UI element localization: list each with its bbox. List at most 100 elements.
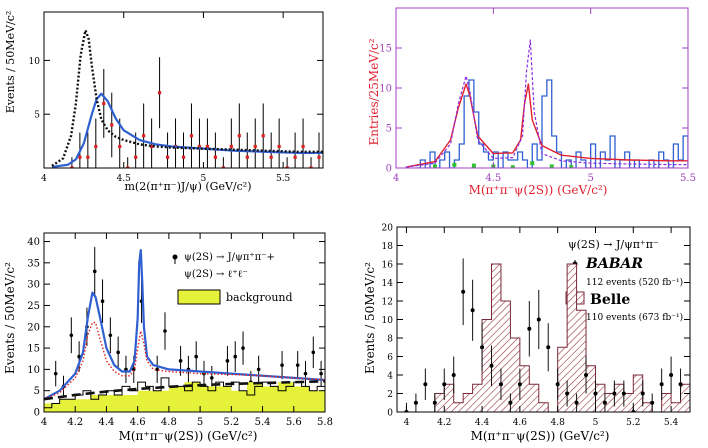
p3-data-point [241,346,245,350]
p2-fit-dashed-line [405,39,688,168]
p4-BaBar-point [555,382,560,387]
p3-ytick-label: 25 [27,301,40,312]
p4-BaBar-point [442,382,447,387]
p3-data-point [280,363,284,367]
p2-xtick-label: 4 [393,173,399,184]
p3-data-point [53,371,58,376]
p1-data-point [229,144,233,149]
p4-ytick-label: 6 [387,353,393,363]
p1-ytick-label: 10 [29,57,41,67]
p3-data-point [92,269,97,274]
p2-points-point [569,165,574,168]
p4-BaBar-point [640,391,645,396]
p4-ytick-label: 10 [382,316,394,326]
p4-xlabel: M(π⁺π⁻ψ(2S)) (GeV/c²) [471,429,610,443]
p1-data-point [277,144,281,149]
p3-frame [43,232,326,413]
p4-BaBar-point [546,345,551,350]
p4-BaBar-point [650,400,655,405]
p1-data-point [261,134,265,138]
panel-bottom-right-chart: Events / 50MeV/c² M(π⁺π⁻ψ(2S)) (GeV/c²) … [363,224,691,443]
p1-xtick-label: 4 [41,174,47,184]
p4-BaBar-point [678,382,683,387]
p3-xlabel: M(π⁺π⁻ψ(2S)) (GeV/c²) [119,429,258,443]
p4-BaBar-point [669,373,674,377]
p1-data-point [110,123,114,127]
p3-xtick-label: 5.6 [286,417,302,428]
p2-points-point [432,164,437,168]
p1-data-point [213,155,217,159]
p3-data-point [225,359,230,363]
p3-legend-entry-1: ψ(2S) → J/ψπ⁺π⁻+ [184,252,275,263]
p1-data-point [165,155,170,159]
p1-xtick-label: 5 [201,174,207,184]
p3-legend-background: background [226,291,293,304]
p4-BaBar-point [584,373,589,377]
p4-ytick-label: 16 [382,261,394,271]
p4-BaBar-point [536,317,541,322]
p1-data-point [301,144,305,149]
p4-BaBar-point [593,391,598,396]
p4-xtick-label: 5 [593,418,599,428]
p1-data-point [317,155,321,159]
p3-data-point [311,350,316,355]
p1-data-point [285,166,289,168]
p3-ytick-label: 15 [27,344,40,355]
p3-ytick-label: 35 [27,258,40,269]
p2-xlabel: M(π⁺π⁻ψ(2S)) (GeV/c²) [469,183,608,197]
p4-xtick-label: 4.2 [437,418,451,428]
p3-ylabel: Events / 50MeV/c² [3,262,17,374]
p4-xtick-label: 5.4 [664,418,679,428]
p3-xtick-label: 4.2 [67,417,83,428]
p1-fit-solid-line [51,92,323,168]
p3-xtick-label: 5.2 [223,417,239,428]
p3-ytick-label: 10 [27,365,40,376]
p3-fit-dashed-line [44,380,325,401]
p1-data-point [94,144,98,149]
p3-data-point [194,354,199,359]
p4-ytick-label: 8 [387,335,393,345]
p3-data-point [100,299,105,303]
p2-xtick-label: 5 [587,173,593,184]
p3-xtick-label: 4 [41,417,47,428]
p2-points-point [549,164,554,168]
p1-data-point [181,155,186,159]
p3-xtick-label: 5.4 [255,417,271,428]
p4-xtick-label: 4 [404,418,410,428]
p4-BaBar-point [489,363,494,368]
p4-ytick-label: 20 [382,224,394,234]
p2-ytick-label: 0 [386,164,392,175]
p4-plot-area [397,258,690,412]
p1-xtick-label: 5.5 [276,174,291,184]
p3-xtick-label: 5.8 [317,417,333,428]
p2-ytick-label: 15 [379,44,392,55]
p3-ytick-label: 30 [27,280,40,291]
p1-xlabel: m(2(π⁺π⁻)J/ψ) (GeV/c²) [124,180,251,193]
p4-legend-babar-events: 112 events (520 fb⁻¹) [586,277,683,288]
p4-BaBar-point [498,382,503,387]
p1-data-point [253,144,257,149]
p1-data-point [245,155,249,159]
p4-xtick-label: 4.6 [513,418,528,428]
panel-bottom-left-chart: Events / 50MeV/c² M(π⁺π⁻ψ(2S)) (GeV/c²) … [3,232,333,443]
panel-top-left-chart: Events / 50MeV/c² m(2(π⁺π⁻)J/ψ) (GeV/c²)… [4,11,324,193]
p2-points-point [471,163,476,168]
p3-ytick-label: 5 [34,386,40,397]
p3-data-point [319,371,323,376]
p3-data-point [256,367,261,372]
p1-frame [43,11,324,169]
p3-xtick-label: 4.6 [130,417,146,428]
p4-BaBar-point [432,400,437,405]
p3-data-point [155,367,159,372]
p1-xtick-label: 4.5 [117,174,132,184]
p3-data-point [295,363,300,367]
p4-xtick-label: 5.2 [626,418,640,428]
p4-BaBar-point [423,382,428,387]
p2-ytick-label: 5 [386,124,392,135]
p4-xtick-label: 4.8 [551,418,566,428]
p1-data-point [293,155,297,159]
p4-ytick-label: 12 [382,298,393,308]
p1-ylabel: Events / 50MeV/c² [4,11,17,114]
p4-Belle-step [397,263,690,412]
p3-xtick-label: 4.4 [98,417,114,428]
